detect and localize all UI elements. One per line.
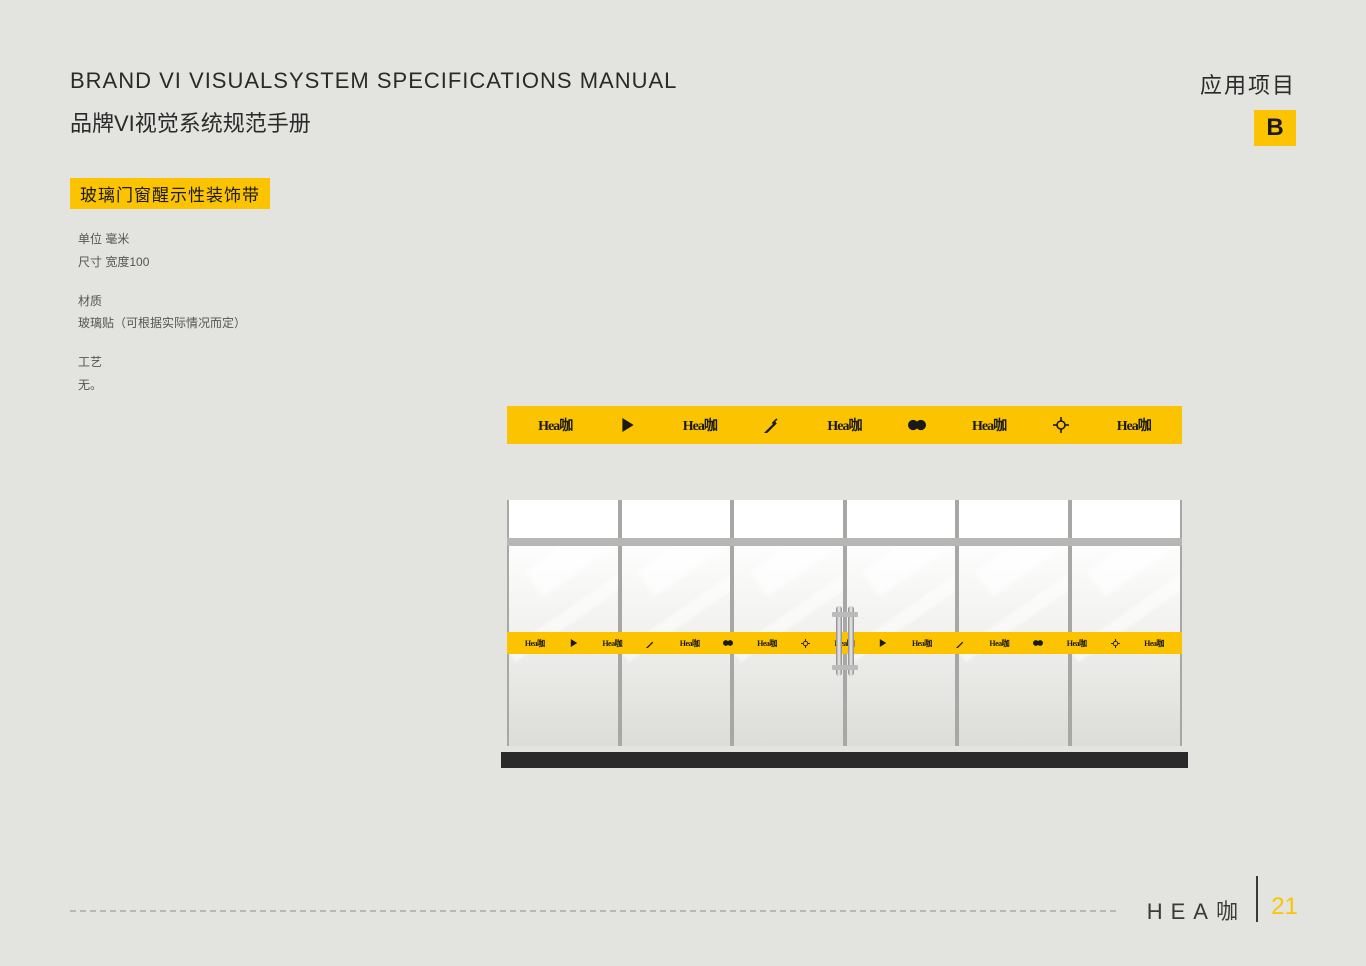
spec-material-value: 玻璃贴（可根据实际情况而定） (78, 312, 246, 335)
transom-pane (622, 500, 731, 538)
category-block: 应用项目 B (1200, 68, 1296, 146)
decorative-strip-sample: Hea咖 Hea咖 Hea咖 Hea咖 Hea咖 (507, 406, 1182, 444)
gamepad-icon (1033, 638, 1043, 648)
page-footer: HEA咖 21 (0, 896, 1366, 926)
transom-pane (734, 500, 843, 538)
target-icon (1052, 416, 1070, 434)
sword-icon (763, 416, 781, 434)
footer-dashed-line (70, 910, 1116, 912)
brand-logo: Hea咖 (1067, 638, 1087, 649)
brand-logo: Hea咖 (525, 638, 545, 649)
transom-pane (847, 500, 956, 538)
page-header: BRAND VI VISUALSYSTEM SPECIFICATIONS MAN… (70, 68, 1296, 138)
spec-unit: 单位 毫米 (78, 228, 246, 251)
brand-logo: Hea咖 (680, 638, 700, 649)
brand-logo: Hea咖 (972, 415, 1006, 435)
gamepad-icon (908, 416, 926, 434)
spec-process-label: 工艺 (78, 351, 246, 374)
category-code-badge: B (1254, 110, 1296, 146)
brand-logo: Hea咖 (1144, 638, 1164, 649)
category-label: 应用项目 (1200, 68, 1296, 100)
section-title: 玻璃门窗醒示性装饰带 (70, 178, 270, 209)
sword-icon (956, 638, 966, 648)
brand-logo: Hea咖 (602, 638, 622, 649)
door-handles (836, 606, 854, 676)
transom-pane (509, 500, 618, 538)
brand-logo: Hea咖 (1117, 415, 1151, 435)
floor-bar (501, 752, 1188, 768)
play-icon (619, 416, 637, 434)
door-row: Hea咖 Hea咖 Hea咖 Hea咖 Hea咖 Hea咖 Hea咖 Hea咖 … (507, 546, 1182, 746)
door-handle-left (836, 606, 842, 676)
sword-icon (646, 638, 656, 648)
target-icon (1110, 638, 1120, 648)
page-number: 21 (1271, 893, 1298, 921)
brand-logo: Hea咖 (912, 638, 932, 649)
spec-size: 尺寸 宽度100 (78, 251, 246, 274)
transom-pane (959, 500, 1068, 538)
brand-logo: Hea咖 (757, 638, 777, 649)
brand-logo: Hea咖 (827, 415, 861, 435)
brand-logo: Hea咖 (989, 638, 1009, 649)
brand-logo: Hea咖 (538, 415, 572, 435)
door-handle-right (848, 606, 854, 676)
gamepad-icon (723, 638, 733, 648)
footer-separator (1256, 876, 1258, 922)
spec-process-value: 无。 (78, 374, 246, 397)
lintel-bar (507, 538, 1182, 546)
footer-brand: HEA咖 (1147, 894, 1246, 926)
title-chinese: 品牌VI视觉系统规范手册 (70, 106, 1296, 138)
glass-door-elevation: Hea咖 Hea咖 Hea咖 Hea咖 Hea咖 Hea咖 Hea咖 Hea咖 … (507, 500, 1182, 768)
target-icon (801, 638, 811, 648)
transom-pane (1072, 500, 1181, 538)
brand-logo: Hea咖 (683, 415, 717, 435)
play-icon (878, 638, 888, 648)
specifications-block: 单位 毫米 尺寸 宽度100 材质 玻璃贴（可根据实际情况而定） 工艺 无。 (78, 228, 246, 413)
transom-row (507, 500, 1182, 538)
title-english: BRAND VI VISUALSYSTEM SPECIFICATIONS MAN… (70, 68, 1296, 94)
spec-material-label: 材质 (78, 290, 246, 313)
play-icon (569, 638, 579, 648)
